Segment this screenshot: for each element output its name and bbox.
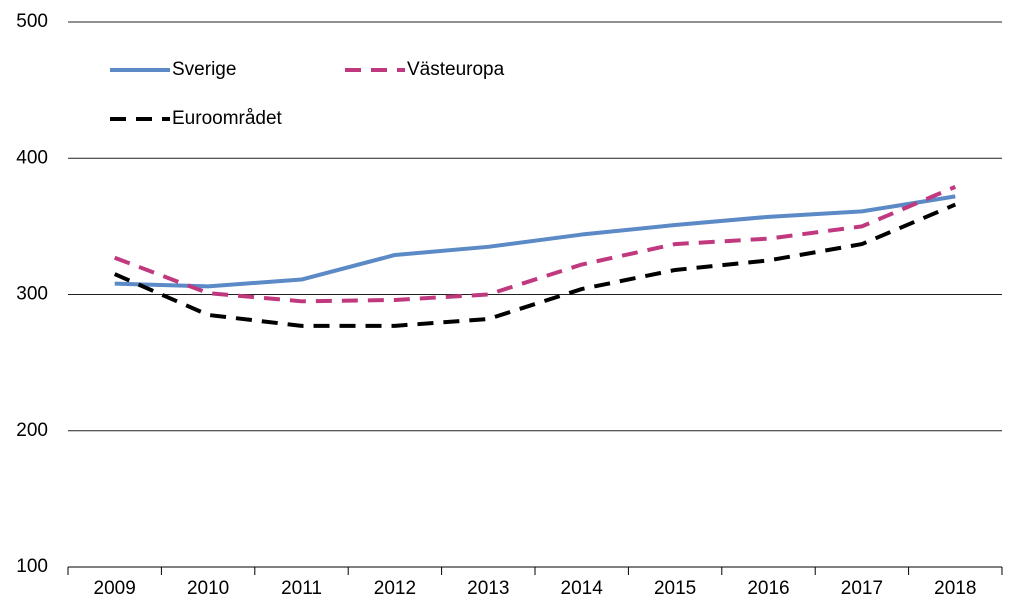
- series-line: [113, 202, 957, 328]
- series-line: [113, 185, 957, 304]
- series-line: [114, 194, 956, 289]
- x-tick-label: 2015: [654, 578, 696, 599]
- y-tick-label: 300: [16, 284, 48, 305]
- x-tick-label: 2016: [747, 578, 789, 599]
- y-tick-label: 500: [16, 11, 48, 32]
- x-tick-label: 2012: [374, 578, 416, 599]
- x-tick-label: 2018: [934, 578, 976, 599]
- y-tick-label: 200: [16, 420, 48, 441]
- legend-label: Sverige: [172, 59, 236, 80]
- x-tick-label: 2017: [841, 578, 883, 599]
- legend-label: Euroområdet: [172, 108, 283, 129]
- x-tick-label: 2011: [281, 578, 322, 599]
- x-tick-label: 2009: [94, 578, 136, 599]
- y-tick-label: 400: [16, 147, 48, 168]
- x-tick-label: 2013: [467, 578, 509, 599]
- legend-label: Västeuropa: [407, 59, 505, 80]
- x-tick-label: 2014: [561, 578, 604, 599]
- y-tick-label: 100: [16, 556, 48, 577]
- x-tick-label: 2010: [187, 578, 229, 599]
